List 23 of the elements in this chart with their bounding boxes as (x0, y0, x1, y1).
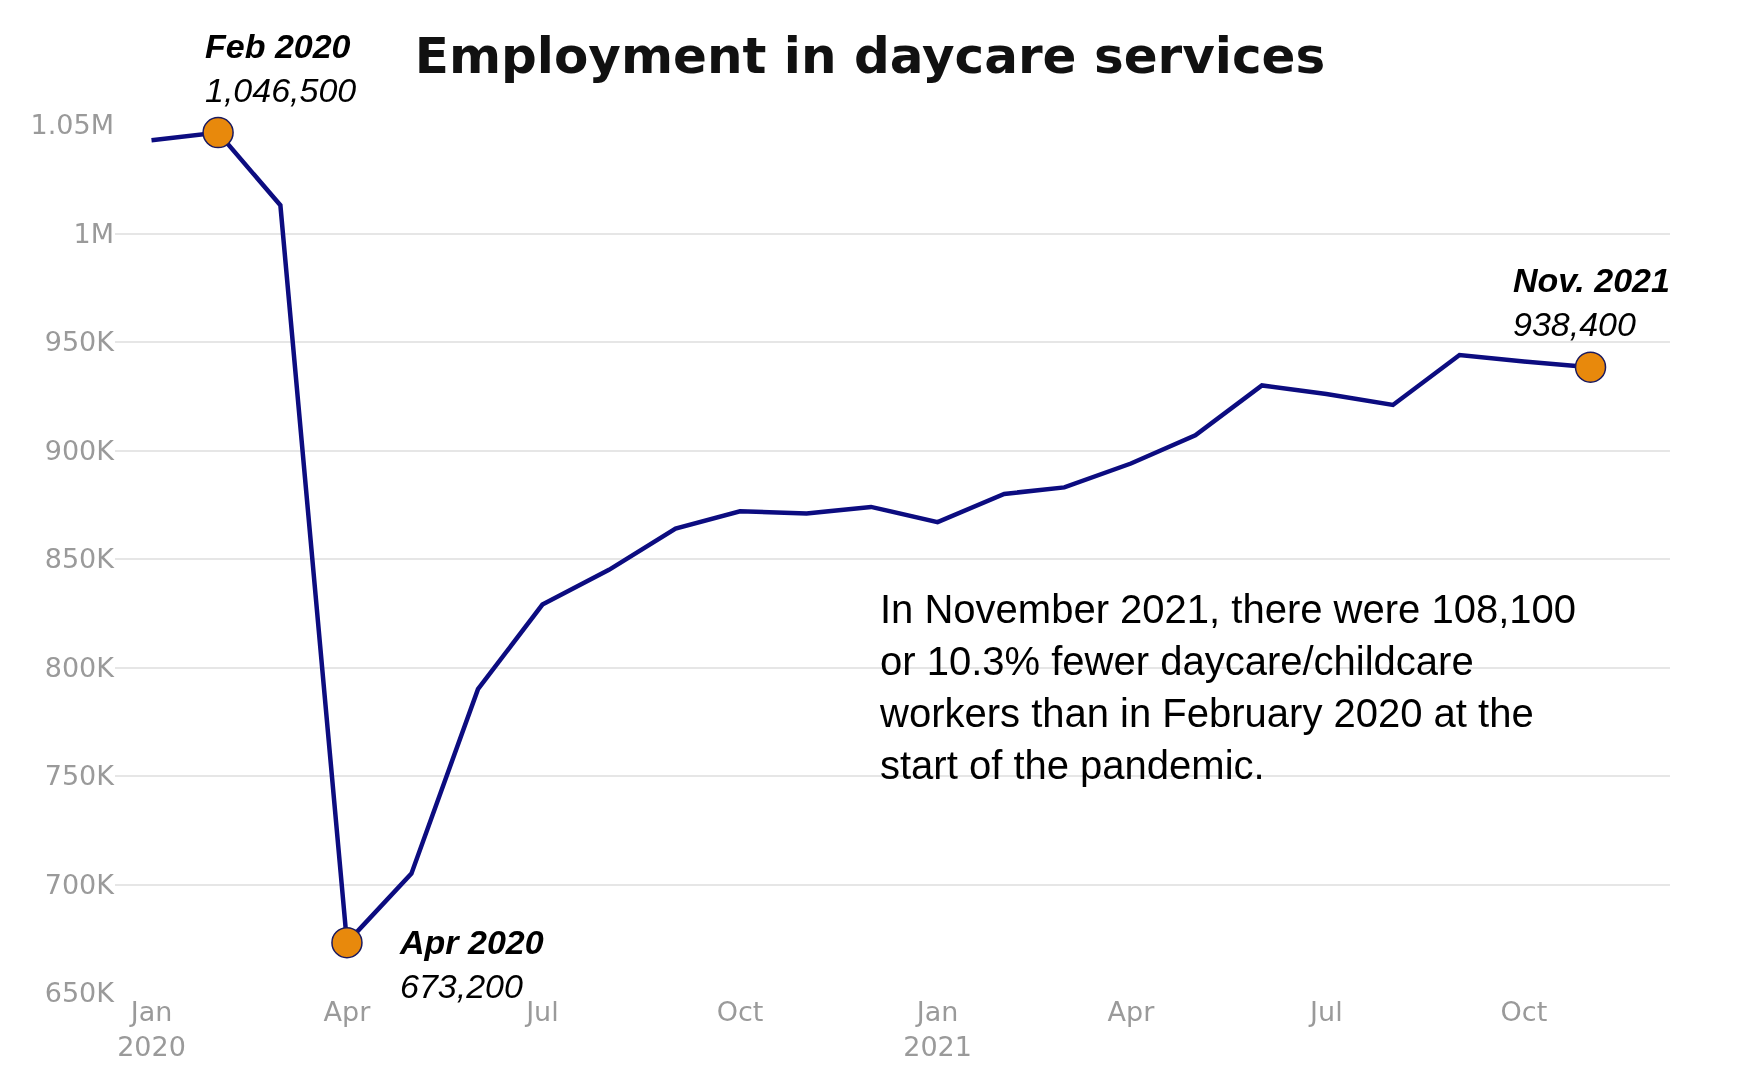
y-tick-label: 650K (44, 977, 116, 1009)
annotation: Feb 2020 1,046,500 (205, 27, 357, 110)
x-tick-label: Jul (1308, 996, 1343, 1027)
x-tick-label: Oct (716, 996, 764, 1027)
point (1574, 351, 1607, 383)
y-tick-label: 950K (44, 326, 116, 358)
point (331, 926, 363, 959)
x-tick-label: Oct (1500, 996, 1548, 1027)
x-tick-label: Jan 2020 (117, 996, 186, 1063)
x-tick-label: Apr (323, 996, 372, 1027)
x-tick-label: Jan 2021 (903, 996, 972, 1063)
annotation: Nov. 2021 938,400 (1513, 261, 1670, 344)
y-tick-label: 1M (73, 217, 114, 249)
y-tick-label: 800K (44, 651, 116, 683)
y-tick-label: 1.05M (30, 109, 114, 141)
y-tick-label: 700K (44, 868, 116, 900)
chart-title: Employment in daycare services (414, 27, 1326, 86)
point (202, 116, 234, 149)
annotation: In November 2021, there were 108,100 or 10.3% fewer daycare/childcare workers than in February 2020 at the start of the pandemic. (879, 587, 1576, 787)
y-tick-label: 850K (44, 543, 116, 575)
x-tick-label: Apr (1107, 996, 1156, 1027)
y-tick-label: 900K (44, 434, 116, 466)
y-tick-label: 750K (44, 760, 116, 792)
